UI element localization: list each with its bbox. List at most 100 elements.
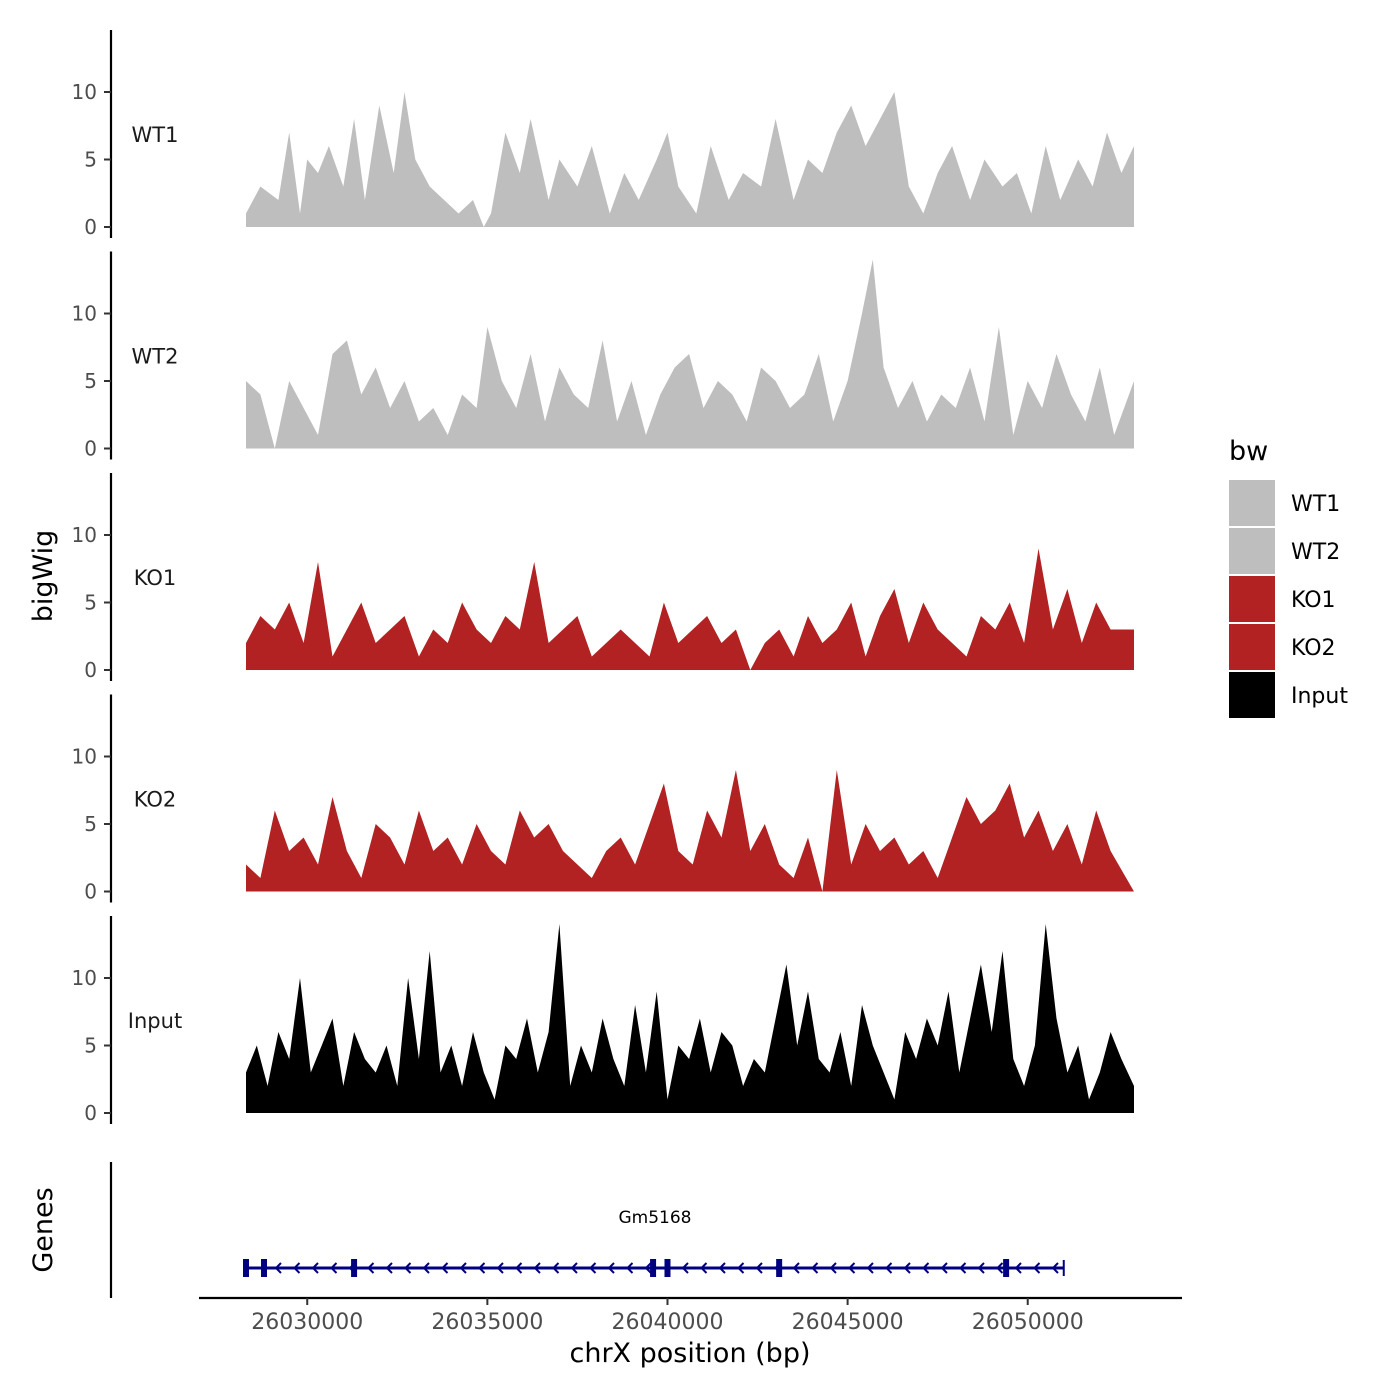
strand-arrow (533, 1262, 541, 1274)
y-tick-label: 0 (84, 658, 97, 682)
y-tick-label: 0 (84, 437, 97, 461)
strand-arrow (589, 1262, 597, 1274)
x-axis-title: chrX position (bp) (569, 1338, 810, 1369)
y-tick-label: 10 (72, 80, 97, 104)
strand-arrow (866, 1262, 874, 1274)
strand-arrow (829, 1262, 837, 1274)
exon-block (243, 1259, 249, 1277)
x-tick-label: 26040000 (611, 1310, 723, 1335)
gene-label: Gm5168 (619, 1208, 692, 1228)
legend-label-ko1: KO1 (1291, 588, 1336, 613)
strand-arrow (1033, 1262, 1041, 1274)
track-label-ko2: KO2 (134, 788, 177, 812)
area-ko2 (246, 770, 1134, 892)
strand-arrow (1051, 1262, 1059, 1274)
track-wt2: 0 5 10 WT2 (72, 251, 1134, 461)
legend-title: bw (1229, 436, 1268, 467)
exon-block (664, 1259, 671, 1277)
legend-label-wt1: WT1 (1291, 492, 1340, 517)
y-tick-label: 10 (72, 745, 97, 769)
strand-arrow (681, 1262, 689, 1274)
area-wt2 (246, 259, 1134, 449)
legend-key-ko1 (1229, 576, 1275, 622)
strand-arrow (903, 1262, 911, 1274)
strand-arrow (959, 1262, 967, 1274)
legend-label-ko2: KO2 (1291, 636, 1336, 661)
strand-arrow (1014, 1262, 1022, 1274)
track-wt1: 0 5 10 WT1 (72, 30, 1134, 239)
x-axis: 26030000 26035000 26040000 26045000 26050000 (199, 1296, 1182, 1335)
strand-arrow (570, 1262, 578, 1274)
genes-label: Genes (28, 1187, 59, 1272)
y-tick-label: 0 (84, 215, 97, 239)
strand-arrow (385, 1262, 393, 1274)
strand-arrow (940, 1262, 948, 1274)
strand-arrow (404, 1262, 412, 1274)
legend-label-input: Input (1291, 684, 1348, 709)
y-tick-label: 5 (84, 369, 97, 393)
strand-arrow (459, 1262, 467, 1274)
exon-block (261, 1259, 268, 1277)
y-tick-label: 5 (84, 812, 97, 836)
strand-arrow (644, 1262, 652, 1274)
strand-arrow (626, 1262, 634, 1274)
strand-arrow (718, 1262, 726, 1274)
strand-arrow (922, 1262, 930, 1274)
y-tick-label: 5 (84, 148, 97, 172)
y-tick-label: 10 (72, 966, 97, 990)
strand-arrow (367, 1262, 375, 1274)
track-ko2: 0 5 10 KO2 (72, 694, 1134, 904)
strand-arrow (811, 1262, 819, 1274)
strand-arrow (293, 1262, 301, 1274)
track-label-ko1: KO1 (134, 566, 177, 590)
y-axis-title: bigWig (28, 530, 59, 623)
area-wt1 (246, 92, 1134, 227)
strand-arrow (274, 1262, 282, 1274)
strand-arrow (792, 1262, 800, 1274)
strand-arrow (737, 1262, 745, 1274)
track-input: 0 5 10 Input (72, 916, 1134, 1125)
x-tick-label: 26030000 (251, 1310, 363, 1335)
strand-arrow (848, 1262, 856, 1274)
strand-arrow (478, 1262, 486, 1274)
strand-arrow (441, 1262, 449, 1274)
strand-arrow (755, 1262, 763, 1274)
exon-block (650, 1259, 657, 1277)
track-label-input: Input (128, 1009, 182, 1033)
strand-arrow (422, 1262, 430, 1274)
strand-arrow (885, 1262, 893, 1274)
legend: bw WT1 WT2 KO1 KO2 Input (1229, 436, 1348, 718)
area-input (246, 924, 1134, 1113)
strand-arrow (552, 1262, 560, 1274)
legend-key-wt2 (1229, 528, 1275, 574)
y-tick-label: 5 (84, 1034, 97, 1058)
gene-panel: Genes Gm5168 (28, 1162, 1065, 1298)
tracks-group: 0 5 10 WT1 0 5 10 WT2 0 5 10 KO1 0 5 10 KO2 0 5 10 Input (72, 30, 1134, 1125)
legend-key-ko2 (1229, 624, 1275, 670)
y-tick-label: 5 (84, 591, 97, 615)
legend-key-wt1 (1229, 480, 1275, 526)
exon-block (351, 1259, 358, 1277)
strand-arrow (496, 1262, 504, 1274)
strand-arrow (311, 1262, 319, 1274)
legend-key-input (1229, 672, 1275, 718)
area-ko1 (246, 548, 1134, 670)
strand-arrow (607, 1262, 615, 1274)
x-tick-label: 26045000 (792, 1310, 904, 1335)
track-label-wt2: WT2 (132, 345, 179, 369)
x-tick-label: 26050000 (972, 1310, 1084, 1335)
y-tick-label: 10 (72, 302, 97, 326)
y-tick-label: 0 (84, 1101, 97, 1125)
y-tick-label: 0 (84, 880, 97, 904)
strand-arrow (996, 1262, 1004, 1274)
track-ko1: 0 5 10 KO1 (72, 473, 1134, 682)
strand-arrow (330, 1262, 338, 1274)
y-tick-label: 10 (72, 523, 97, 547)
x-tick-label: 26035000 (431, 1310, 543, 1335)
strand-arrow (515, 1262, 523, 1274)
legend-label-wt2: WT2 (1291, 540, 1340, 565)
gene-track (243, 1259, 1065, 1277)
track-label-wt1: WT1 (132, 123, 179, 147)
exon-block (776, 1259, 783, 1277)
